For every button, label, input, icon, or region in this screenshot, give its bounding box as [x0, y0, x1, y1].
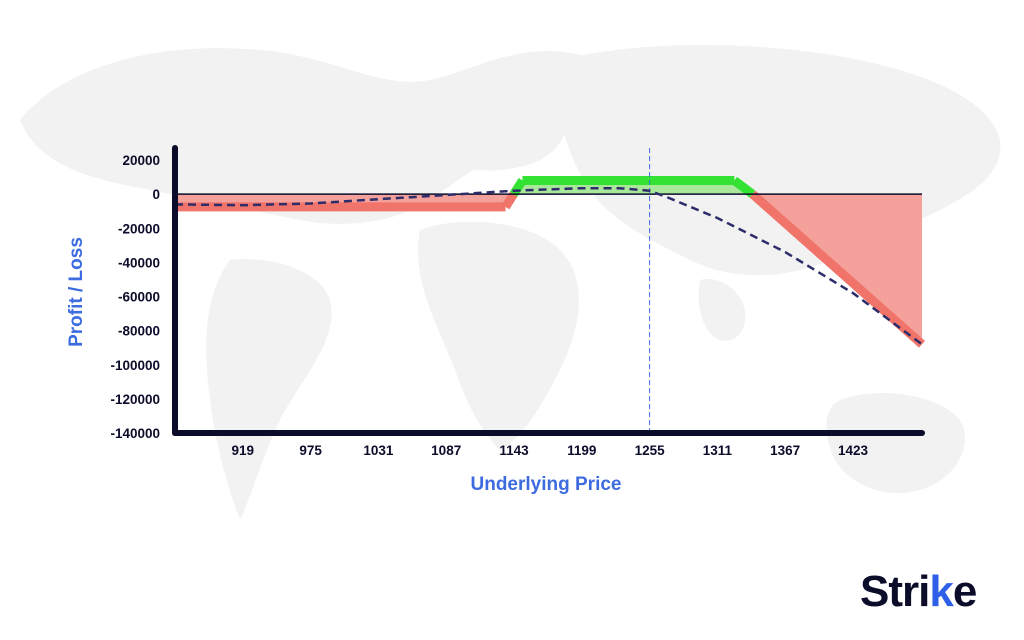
logo-text-end: e: [952, 567, 978, 616]
y-tick-label: -20000: [118, 221, 160, 236]
y-axis-ticks: 20000 0 -20000 -40000 -60000 -80000 -100000 -12…: [110, 153, 160, 441]
y-tick-label: -80000: [118, 324, 160, 339]
payoff-segment-loss-1: [501, 191, 518, 210]
y-tick-label: -120000: [110, 392, 160, 407]
payoff-segment-loss-5: [749, 190, 925, 348]
y-tick-label: -60000: [118, 290, 160, 305]
y-tick-label: -100000: [110, 358, 160, 373]
y-axis-title: Profit / Loss: [66, 237, 87, 347]
y-tick-label: -40000: [118, 255, 160, 270]
logo-text-k: k: [929, 567, 954, 616]
payoff-bands: [175, 175, 925, 348]
current-pnl-curve: [174, 186, 923, 346]
x-tick-label: 1367: [770, 443, 800, 458]
x-tick-label: 1255: [635, 443, 666, 458]
logo-text-main: Stri: [860, 567, 930, 616]
x-tick-label: 1199: [567, 443, 596, 458]
x-tick-label: 975: [299, 443, 322, 458]
y-tick-label: -140000: [110, 426, 160, 441]
payoff-segment-profit-4: [731, 176, 756, 198]
axes: [172, 145, 925, 436]
x-axis-title: Underlying Price: [471, 474, 622, 495]
x-tick-label: 1031: [363, 443, 394, 458]
x-tick-label: 1087: [431, 443, 461, 458]
strike-logo: Strike: [860, 567, 978, 616]
y-tick-label: 0: [152, 187, 160, 202]
x-tick-label: 1311: [703, 443, 733, 458]
x-tick-label: 919: [232, 443, 255, 458]
x-axis-ticks: 919 975 1031 1087 1143 1199 1255 1311 1367 1423: [232, 443, 869, 458]
x-tick-label: 1143: [499, 443, 529, 458]
y-tick-label: 20000: [122, 153, 160, 168]
x-tick-label: 1423: [838, 443, 869, 458]
